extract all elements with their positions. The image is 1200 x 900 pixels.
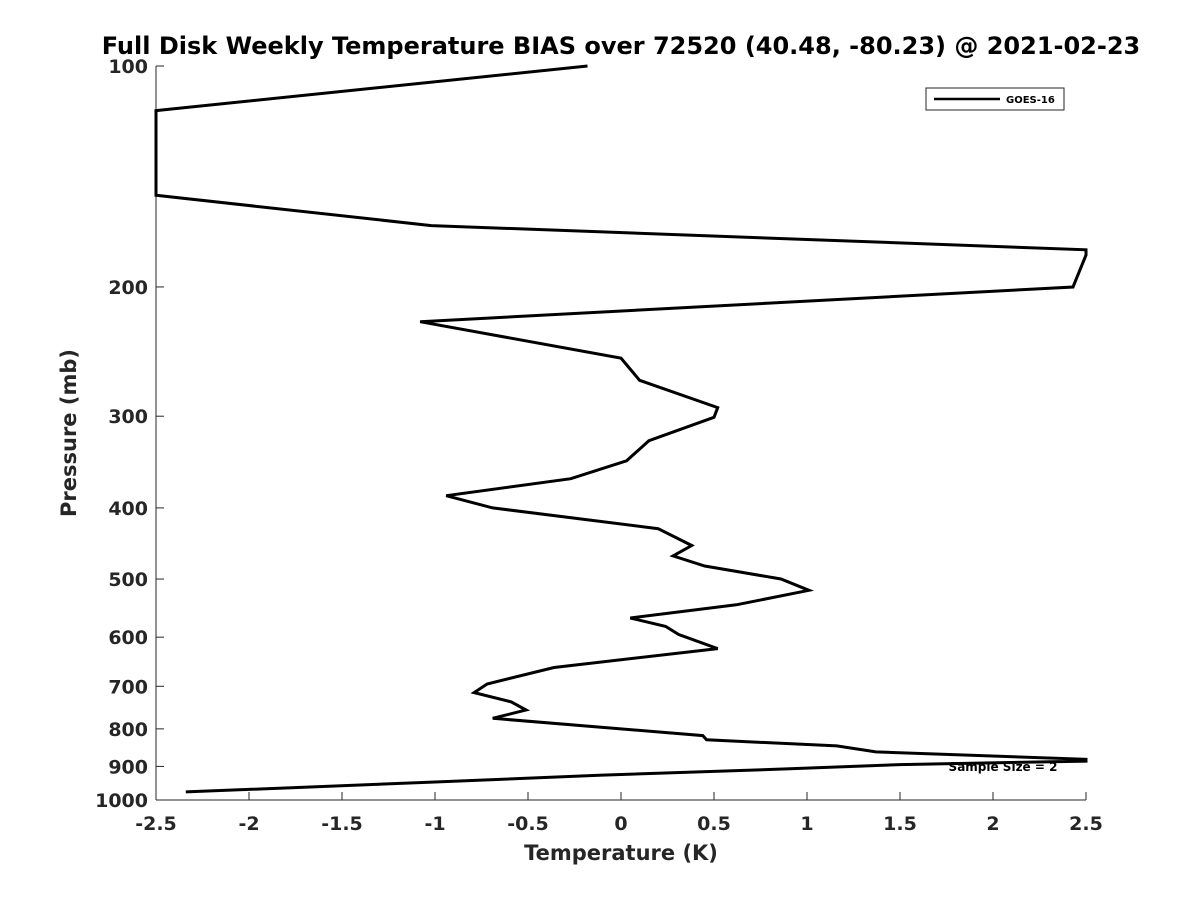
y-tick-label: 200	[108, 277, 148, 299]
y-axis-label: Pressure (mb)	[57, 349, 81, 517]
plot-area: -2.5 -2 -1.5 -1 -0.5 0 0.5 1 1.5 2 2.5 100 200 300 40…	[95, 56, 1103, 835]
x-tick-label: 1.5	[883, 813, 917, 835]
y-tick-label: 300	[108, 406, 148, 428]
sample-size-annotation: Sample Size = 2	[949, 760, 1058, 774]
x-tick-label: -1	[424, 813, 445, 835]
x-tick-label: 1	[800, 813, 813, 835]
x-tick-label: -1.5	[321, 813, 363, 835]
x-tick-label: -2.5	[135, 813, 177, 835]
y-tick-label: 100	[108, 56, 148, 78]
chart-title: Full Disk Weekly Temperature BIAS over 7…	[102, 32, 1141, 60]
y-tick-label: 800	[108, 719, 148, 741]
x-tick-label: 0	[614, 813, 627, 835]
y-tick-label: 600	[108, 627, 148, 649]
x-tick-label: 0.5	[697, 813, 731, 835]
y-ticks: 100 200 300 400 500 600 700 800 900 1000	[95, 56, 164, 812]
legend-label-goes-16: GOES-16	[1006, 95, 1055, 106]
x-tick-label: 2.5	[1069, 813, 1103, 835]
x-ticks: -2.5 -2 -1.5 -1 -0.5 0 0.5 1 1.5 2 2.5	[135, 792, 1103, 835]
x-axis-label: Temperature (K)	[524, 841, 718, 865]
y-tick-label: 1000	[95, 790, 148, 812]
y-tick-label: 700	[108, 676, 148, 698]
legend: GOES-16	[925, 87, 1065, 111]
x-tick-label: -2	[238, 813, 259, 835]
y-tick-label: 900	[108, 756, 148, 778]
series-group	[154, 64, 1088, 794]
series-line-goes-16	[154, 64, 1088, 794]
x-tick-label: 2	[986, 813, 999, 835]
x-tick-label: -0.5	[507, 813, 549, 835]
y-tick-label: 400	[108, 498, 148, 520]
y-tick-label: 500	[108, 569, 148, 591]
